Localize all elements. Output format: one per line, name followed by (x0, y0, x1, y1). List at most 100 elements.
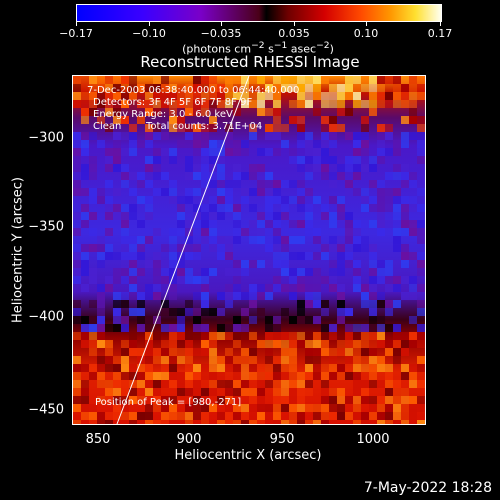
image-pixel (81, 244, 89, 252)
image-pixel (313, 268, 321, 276)
image-pixel (273, 340, 281, 348)
x-tick-label: 850 (85, 432, 111, 447)
image-pixel (273, 276, 281, 284)
image-pixel (401, 420, 409, 424)
image-pixel (313, 364, 321, 372)
image-pixel (305, 300, 313, 308)
image-pixel (393, 396, 401, 404)
image-pixel (233, 420, 241, 424)
y-tick-label: −300 (28, 130, 64, 146)
image-pixel (321, 380, 329, 388)
image-pixel (321, 404, 329, 412)
image-pixel (201, 156, 209, 164)
image-pixel (369, 340, 377, 348)
image-pixel (345, 84, 353, 92)
image-pixel (385, 388, 393, 396)
image-pixel (169, 396, 177, 404)
image-pixel (97, 380, 105, 388)
image-pixel (417, 76, 425, 84)
image-pixel (377, 228, 385, 236)
image-pixel (209, 212, 217, 220)
image-pixel (305, 292, 313, 300)
image-pixel (265, 380, 273, 388)
image-pixel (329, 324, 337, 332)
image-pixel (273, 284, 281, 292)
image-pixel (361, 164, 369, 172)
image-pixel (321, 364, 329, 372)
image-pixel (353, 284, 361, 292)
image-pixel (393, 236, 401, 244)
image-pixel (201, 388, 209, 396)
image-pixel (313, 404, 321, 412)
image-pixel (89, 332, 97, 340)
image-pixel (113, 92, 121, 100)
image-pixel (121, 268, 129, 276)
image-pixel (329, 124, 337, 132)
image-pixel (305, 188, 313, 196)
image-pixel (105, 364, 113, 372)
image-pixel (145, 348, 153, 356)
image-pixel (249, 292, 257, 300)
image-pixel (105, 92, 113, 100)
image-pixel (113, 412, 121, 420)
image-pixel (217, 140, 225, 148)
image-pixel (193, 124, 201, 132)
image-pixel (361, 324, 369, 332)
image-pixel (129, 308, 137, 316)
image-pixel (377, 404, 385, 412)
image-pixel (169, 308, 177, 316)
image-pixel (105, 76, 113, 84)
plot-title: Reconstructed RHESSI Image (140, 53, 360, 71)
image-pixel (409, 364, 417, 372)
image-pixel (209, 388, 217, 396)
image-pixel (217, 324, 225, 332)
image-pixel (241, 100, 249, 108)
image-pixel (225, 404, 233, 412)
image-pixel (377, 332, 385, 340)
image-pixel (361, 76, 369, 84)
image-pixel (97, 100, 105, 108)
image-pixel (209, 180, 217, 188)
image-pixel (393, 276, 401, 284)
image-pixel (217, 252, 225, 260)
colorbar-tick (294, 21, 295, 26)
image-pixel (217, 244, 225, 252)
image-pixel (177, 356, 185, 364)
image-pixel (217, 316, 225, 324)
image-pixel (265, 84, 273, 92)
rhessi-image-plot: 7-Dec-2003 06:38:40.000 to 06:44:40.000 … (72, 75, 426, 425)
image-pixel (129, 388, 137, 396)
image-pixel (353, 364, 361, 372)
image-pixel (345, 188, 353, 196)
image-pixel (401, 228, 409, 236)
image-pixel (185, 276, 193, 284)
image-pixel (305, 332, 313, 340)
image-pixel (145, 324, 153, 332)
image-pixel (401, 220, 409, 228)
image-pixel (105, 324, 113, 332)
image-pixel (113, 276, 121, 284)
image-pixel (97, 244, 105, 252)
image-pixel (385, 260, 393, 268)
image-pixel (401, 76, 409, 84)
colorbar-tick-label: 0.10 (353, 27, 379, 40)
image-pixel (385, 364, 393, 372)
image-pixel (73, 252, 81, 260)
image-pixel (201, 140, 209, 148)
image-pixel (305, 316, 313, 324)
image-pixel (409, 228, 417, 236)
image-pixel (377, 124, 385, 132)
image-pixel (145, 420, 153, 424)
image-pixel (273, 356, 281, 364)
image-pixel (201, 108, 209, 116)
image-pixel (361, 84, 369, 92)
image-pixel (361, 332, 369, 340)
colorbar-tick (221, 21, 222, 26)
image-pixel (113, 204, 121, 212)
image-pixel (393, 300, 401, 308)
solar-limb-line (116, 76, 250, 424)
image-pixel (345, 356, 353, 364)
image-pixel (89, 324, 97, 332)
image-pixel (265, 92, 273, 100)
image-pixel (209, 340, 217, 348)
